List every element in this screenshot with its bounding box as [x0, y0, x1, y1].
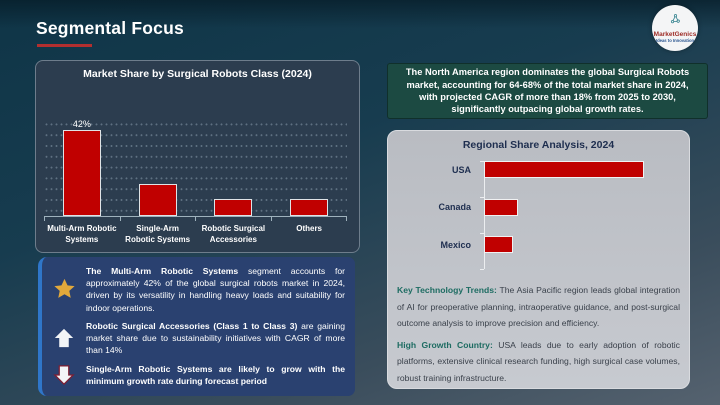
chart-plot-area: 42% — [44, 119, 347, 216]
bar-mexico — [484, 236, 513, 253]
title-underline-accent — [37, 44, 92, 47]
bar-column — [196, 119, 272, 216]
regional-share-panel: Regional Share Analysis, 2024 USA Canada M… — [387, 130, 690, 389]
region-row: Mexico — [388, 236, 675, 253]
callout-text: Single-Arm Robotic Systems are likely to… — [86, 363, 345, 386]
category-label: Robotic Surgical Accessories — [201, 224, 266, 244]
regional-chart-bars: USA Canada Mexico — [388, 161, 675, 274]
category-label: Single-Arm Robotic Systems — [125, 224, 191, 244]
category-label: Multi-Arm Robotic Systems — [47, 224, 117, 244]
callout-text: The Multi-Arm Robotic Systems segment ac… — [86, 266, 345, 313]
region-label: USA — [451, 164, 471, 175]
marketgenics-logo: MarketGenics Ideas to Innovation — [652, 5, 698, 51]
molecule-icon — [669, 13, 682, 31]
region-row: USA — [388, 161, 675, 178]
bar-column — [271, 119, 347, 216]
note-technology-trends: Key Technology Trends: The Asia Pacific … — [397, 285, 680, 328]
chart-bars: 42% — [44, 119, 347, 216]
x-axis-line — [44, 216, 347, 221]
category-label: Others — [296, 224, 323, 233]
north-america-highlight-banner: The North America region dominates the g… — [387, 63, 708, 119]
callout-multi-arm: The Multi-Arm Robotic Systems segment ac… — [49, 265, 345, 314]
bar-robotic-surgical-accessories — [214, 199, 253, 216]
bar-canada — [484, 198, 518, 216]
banner-text: The North America region dominates the g… — [405, 67, 690, 115]
bar-column: 42% — [44, 119, 120, 216]
segment-callouts-box: The Multi-Arm Robotic Systems segment ac… — [38, 257, 355, 396]
region-label: Mexico — [440, 239, 471, 250]
bar-single-arm-robotic-systems — [138, 184, 177, 216]
callout-text: Robotic Surgical Accessories (Class 1 to… — [86, 320, 345, 356]
note-high-growth-country: High Growth Country: USA leads due to ea… — [397, 339, 680, 383]
bar-usa — [484, 161, 644, 178]
regional-notes: Key Technology Trends: The Asia Pacific … — [397, 282, 680, 391]
bar-column — [120, 119, 196, 216]
bar-value-label: 42% — [72, 119, 91, 129]
star-icon — [49, 277, 79, 302]
callout-single-arm: Single-Arm Robotic Systems are likely to… — [49, 363, 345, 387]
bar-others — [290, 199, 329, 216]
region-label: Canada — [438, 202, 471, 212]
page-title: Segmental Focus — [36, 18, 184, 38]
market-share-chart-panel: Market Share by Surgical Robots Class (2… — [35, 60, 360, 253]
up-arrow-icon — [49, 327, 79, 349]
callout-accessories: Robotic Surgical Accessories (Class 1 to… — [49, 320, 345, 357]
x-axis-category-labels: Multi-Arm Robotic Systems Single-Arm Robo… — [44, 224, 347, 246]
chart-title: Market Share by Surgical Robots Class (2… — [83, 68, 312, 80]
logo-brand-text: MarketGenics — [653, 30, 697, 38]
regional-chart-title: Regional Share Analysis, 2024 — [462, 139, 615, 151]
y-axis-ticks — [480, 161, 484, 270]
region-row: Canada — [388, 198, 675, 216]
bar-multi-arm-robotic-systems — [62, 130, 101, 216]
logo-tagline-text: Ideas to Innovation — [655, 38, 695, 44]
down-arrow-icon — [49, 364, 79, 386]
